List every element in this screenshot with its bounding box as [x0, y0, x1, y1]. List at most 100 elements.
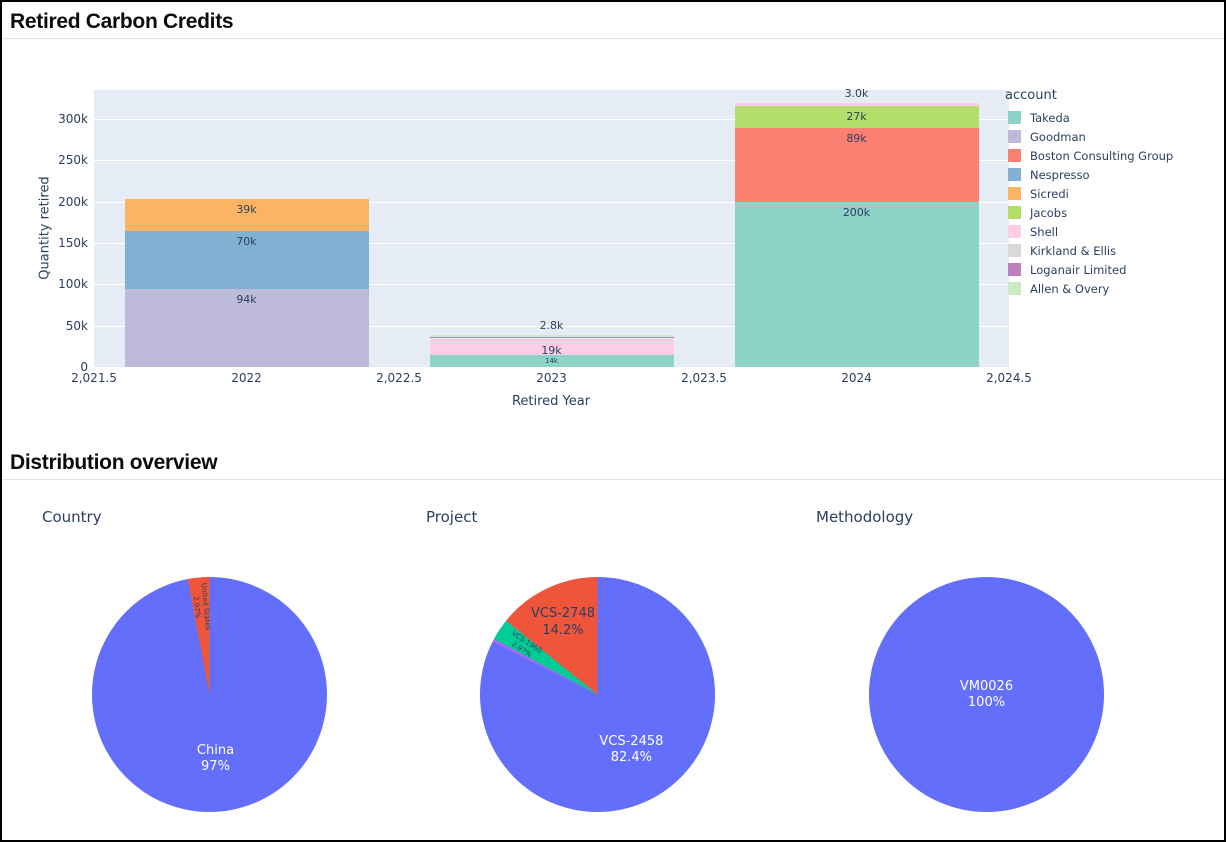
retired-credits-bar-chart: 0 50k 100k 150k 200k 250k 300k 94k 70k 39k 14k 19k… [2, 2, 1226, 409]
legend-item-label: Takeda [1030, 110, 1070, 125]
bar-value-label: 200k [842, 205, 871, 219]
bar-segment-allen-overy[interactable] [429, 335, 674, 338]
gridline [94, 160, 1009, 162]
bar-value-label: 94k [236, 293, 257, 307]
pie-slice-percent: 100% [967, 694, 1006, 710]
legend-item-label: Shell [1030, 224, 1059, 239]
legend-item-label: Sicredi [1030, 186, 1069, 201]
gridline [94, 243, 1009, 244]
gridline [94, 284, 1009, 286]
y-tick-label: 0 [80, 360, 88, 374]
legend-swatch-icon [1008, 168, 1021, 181]
bar-value-label: 2.8k [539, 319, 564, 332]
legend-swatch-icon [1008, 149, 1021, 162]
gridline [94, 325, 1009, 327]
pie-chart-country[interactable] [92, 577, 327, 812]
legend-swatch-icon [1008, 282, 1021, 295]
bar-value-label: 14k [545, 356, 558, 365]
bar-segment-loganair-limited[interactable] [429, 337, 674, 339]
legend-item-label: Jacobs [1030, 205, 1068, 220]
bar-segment-takeda[interactable] [734, 201, 979, 367]
legend-swatch-icon [1008, 206, 1021, 219]
pie-chart-methodology[interactable] [869, 577, 1104, 812]
x-tick-label: 2,021.5 [71, 371, 117, 385]
legend-swatch-icon [1008, 244, 1021, 257]
bar-segment-boston-consulting-group[interactable] [734, 128, 979, 202]
legend-item-label: Nespresso [1030, 167, 1090, 182]
legend-item-label: Goodman [1030, 129, 1086, 144]
divider [2, 38, 1224, 39]
legend-item-takeda[interactable]: Takeda [1003, 108, 1183, 127]
legend-item-allen-overy[interactable]: Allen & Overy [1003, 279, 1183, 298]
legend-item-sicredi[interactable]: Sicredi [1003, 184, 1183, 203]
bar-segment-nespresso[interactable] [124, 231, 369, 290]
legend-swatch-icon [1008, 187, 1021, 200]
x-tick-label: 2023 [536, 371, 567, 385]
bar-segment-takeda[interactable] [429, 355, 674, 367]
gridline [94, 367, 1009, 368]
legend-swatch-icon [1008, 130, 1021, 143]
section-title-retired-carbon-credits: Retired Carbon Credits [10, 10, 234, 33]
bar-segment-sicredi[interactable] [124, 199, 369, 232]
y-tick-label: 150k [58, 236, 88, 250]
legend-item-label: Kirkland & Ellis [1030, 243, 1117, 258]
legend-items: Takeda Goodman Boston Consulting Group Nesp… [1003, 108, 1183, 298]
y-tick-label: 100k [58, 277, 88, 292]
y-tick-label: 200k [58, 194, 88, 209]
legend-item-shell[interactable]: Shell [1003, 222, 1183, 241]
bar-segment-jacobs[interactable] [734, 105, 979, 128]
pie-title-project: Project [426, 508, 478, 526]
x-tick-label: 2,023.5 [681, 371, 727, 385]
x-tick-label: 2,022.5 [376, 371, 422, 385]
pie-chart-project[interactable] [480, 577, 715, 812]
x-tick-label: 2,024.5 [986, 371, 1032, 385]
pie-slice-name: VCS-2458 [599, 733, 664, 749]
bar-segment-shell[interactable] [734, 103, 979, 106]
y-axis-title: Quantity retired [37, 176, 53, 280]
pie-slice-percent: 97% [201, 758, 230, 774]
legend-item-label: Allen & Overy [1030, 281, 1110, 296]
bar-value-label: 89k [846, 132, 867, 145]
x-tick-label: 2024 [841, 371, 872, 385]
pie-slice-name: VM0026 [959, 678, 1014, 694]
pie-slice-label: VM0026 100% [960, 678, 1013, 711]
bar-segment-kirkland-ellis[interactable] [429, 338, 674, 340]
bar-value-label: 19k [541, 343, 562, 357]
x-axis-title: Retired Year [511, 394, 591, 409]
divider [2, 479, 1224, 480]
legend-swatch-icon [1008, 111, 1021, 124]
pie-slice-label: China 97% [197, 743, 234, 776]
legend-title: account [1005, 88, 1057, 103]
pie-slice-percent: 14.2% [542, 622, 584, 638]
pie-slice-name: China [196, 742, 235, 758]
pie-slice-percent: 82.4% [610, 749, 653, 765]
y-tick-label: 300k [58, 111, 88, 126]
pie-slice-label: VCS-2748 14.2% [531, 606, 595, 639]
legend-item-loganair-limited[interactable]: Loganair Limited [1003, 260, 1183, 279]
legend-item-boston-consulting-group[interactable]: Boston Consulting Group [1003, 146, 1183, 165]
pie-slice-label: VCS-2458 82.4% [599, 733, 663, 766]
bar-value-label: 27k [846, 109, 867, 123]
bar-value-label: 39k [236, 203, 257, 217]
legend-item-goodman[interactable]: Goodman [1003, 127, 1183, 146]
pie-slice-name: VCS-2748 [531, 606, 595, 622]
legend-swatch-icon [1008, 263, 1021, 276]
y-tick-label: 250k [58, 153, 88, 168]
x-tick-label: 2022 [231, 371, 262, 385]
legend-item-jacobs[interactable]: Jacobs [1003, 203, 1183, 222]
pie-title-methodology: Methodology [816, 508, 914, 526]
section-title-distribution-overview: Distribution overview [10, 451, 218, 474]
y-tick-label: 50k [65, 318, 88, 333]
gridline [94, 118, 1009, 120]
legend-item-nespresso[interactable]: Nespresso [1003, 165, 1183, 184]
bar-segment-shell[interactable] [429, 339, 674, 356]
legend: account Takeda Goodman Boston Consulting G… [1003, 88, 1183, 298]
legend-item-label: Boston Consulting Group [1030, 148, 1174, 163]
legend-item-kirkland-ellis[interactable]: Kirkland & Ellis [1003, 241, 1183, 260]
legend-swatch-icon [1008, 225, 1021, 238]
gridline [94, 201, 1009, 203]
legend-item-label: Loganair Limited [1030, 262, 1127, 277]
bar-segment-goodman[interactable] [124, 289, 369, 367]
pie-title-country: Country [42, 508, 102, 526]
